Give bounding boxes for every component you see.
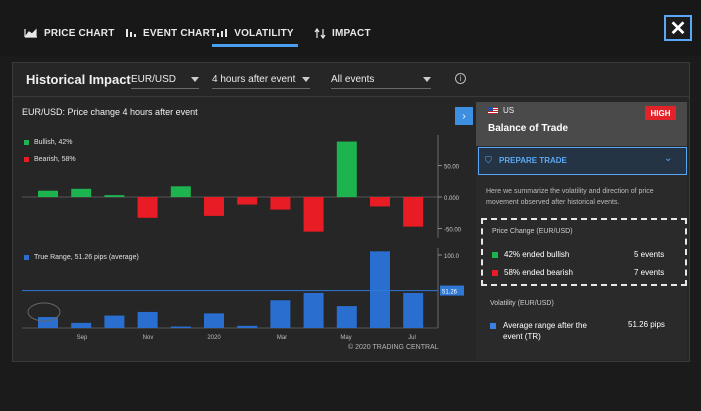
us-flag-icon [488,107,498,114]
filter-icon: ⛉ [485,155,492,165]
volatility-icon [217,29,228,37]
bullish-row: 42% ended bullish [492,250,569,259]
legend-bearish: Bearish, 58% [24,156,76,163]
page-title: Historical Impact [26,72,131,87]
info-icon[interactable]: i [455,73,466,84]
legend-swatch [24,157,29,162]
time-select-underline [212,88,310,89]
average-range-label: Average range after the event (TR) [503,321,587,341]
pair-select[interactable]: EUR/USD [131,74,199,85]
chevron-right-icon: › [462,110,466,122]
tab-label: IMPACT [332,27,371,39]
legend-bearish-label: Bearish, 58% [34,156,76,163]
legend-bullish: Bullish, 42% [24,139,73,146]
event-country: US [503,106,515,115]
tab-event-chart[interactable]: EVENT CHART [125,22,216,44]
volatility-title: Volatility (EUR/USD) [490,300,554,307]
events-select[interactable]: All events [331,74,431,85]
events-select-underline [331,88,431,89]
expand-panel-button[interactable]: › [455,107,473,125]
bullish-label: 42% ended bullish [504,250,570,259]
close-icon: ✕ [669,17,687,40]
chevron-down-icon [191,77,199,82]
tab-price-chart[interactable]: PRICE CHART [24,22,115,44]
tab-label: PRICE CHART [44,27,115,39]
time-select[interactable]: 4 hours after event [212,74,310,85]
average-range-value: 51.26 pips [628,320,665,329]
bullish-swatch [492,251,498,258]
legend-bullish-label: Bullish, 42% [34,139,73,146]
header-divider [13,96,689,97]
bullish-count: 5 events [634,250,665,259]
legend-swatch [24,140,29,145]
events-select-value: All events [331,74,375,85]
average-range-swatch [490,323,496,329]
price-change-highlight [481,218,687,286]
legend-swatch [24,255,29,260]
bearish-count: 7 events [634,268,665,277]
chevron-down-icon[interactable]: ⌄ [664,153,673,164]
chevron-down-icon [423,77,431,82]
impact-badge: HIGH [645,106,676,120]
event-chart-icon [126,29,136,37]
legend-true-range-label: True Range, 51.26 pips (average) [34,254,139,261]
summary-description: Here we summarize the volatility and dir… [486,188,654,206]
pair-select-underline [131,88,199,89]
tab-label: EVENT CHART [143,27,217,39]
tab-label: VOLATILITY [234,27,294,39]
close-button[interactable]: ✕ [664,15,692,41]
price-change-title: Price Change (EUR/USD) [492,228,573,235]
time-select-value: 4 hours after event [212,74,296,85]
average-range-row: Average range after the event (TR) [490,320,603,342]
bearish-swatch [492,269,498,276]
bearish-row: 58% ended bearish [492,268,573,277]
pair-select-value: EUR/USD [131,74,177,85]
tab-volatility[interactable]: VOLATILITY [212,22,298,47]
prepare-trade-label: PREPARE TRADE [499,156,567,165]
chevron-down-icon [302,77,310,82]
prepare-trade-button[interactable] [478,147,687,175]
legend-true-range: True Range, 51.26 pips (average) [24,254,139,261]
event-name: Balance of Trade [488,123,569,134]
tab-impact[interactable]: IMPACT [314,22,371,44]
chart-title: EUR/USD: Price change 4 hours after even… [22,107,198,117]
impact-icon [314,27,326,39]
tab-bar: PRICE CHART EVENT CHART VOLATILITY IMPAC… [0,0,701,56]
copyright: © 2020 TRADING CENTRAL [348,344,439,351]
bearish-label: 58% ended bearish [504,268,573,277]
price-chart-icon [24,28,37,38]
